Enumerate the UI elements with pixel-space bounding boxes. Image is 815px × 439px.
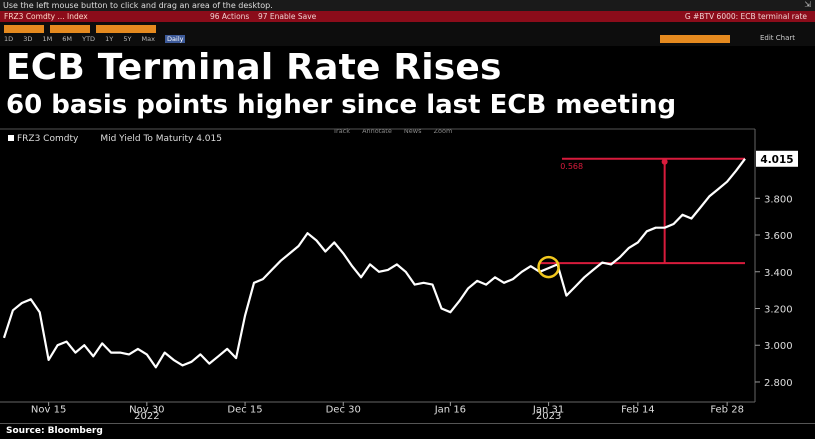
y-tick-label: 2.800 [764,378,793,389]
range-button[interactable]: 3D [23,35,33,43]
track-tool[interactable]: Track [333,127,351,135]
actions-menu[interactable]: 96 Actions [210,12,250,21]
security-field[interactable]: FRZ3 Comdty ... Index [4,12,88,21]
annotation-label: 0.568 [560,162,583,171]
enable-save-button[interactable]: 97 Enable Save [258,12,317,21]
annotation-dot [661,158,668,165]
range-button[interactable]: YTD [82,35,96,43]
x-tick-label: Feb 14 [621,404,655,415]
x-tick-label: Jan 31 [532,404,564,415]
x-tick-label: Dec 15 [227,404,262,415]
footer: Source: Bloomberg [0,423,815,439]
y-tick-label: 3.000 [764,341,793,352]
highlight-circle [537,255,560,279]
edit-chart-button[interactable]: Edit Chart [760,34,796,42]
x-tick-label: Nov 30 [129,404,164,415]
range-button[interactable]: 1Y [105,35,114,43]
command-bar: FRZ3 Comdty ... Index 96 Actions 97 Enab… [0,11,815,22]
x-tick-label: Dec 30 [326,404,361,415]
y-tick-label: 3.200 [764,304,793,315]
chart-toolbar: 1D 3D 1M 6M YTD 1Y 5Y Max Daily Edit Cha… [0,22,815,46]
status-hint-text: Use the left mouse button to click and d… [3,1,273,10]
y-tick-label: 3.800 [764,194,793,205]
range-buttons: 1D 3D 1M 6M YTD 1Y 5Y Max Daily [4,35,193,43]
series-line [2,158,746,369]
function-title: G #BTV 6000: ECB terminal rate [684,12,807,21]
y-tick-label: 3.400 [764,268,793,279]
range-button[interactable]: 5Y [123,35,132,43]
chart-legend: FRZ3 Comdty Mid Yield To Maturity 4.015 [8,134,222,144]
x-tick-label: Jan 16 [434,404,466,415]
chart-tools: Track Annotate News Zoom [333,127,462,135]
x-tick-label: Feb 28 [710,404,744,415]
range-button[interactable]: 1M [42,35,53,43]
source-note: Source: Bloomberg [6,426,103,436]
range-button[interactable]: Max [141,35,155,43]
start-date-field[interactable] [4,25,44,33]
annotate-tool[interactable]: Annotate [362,127,392,135]
legend-ticker: FRZ3 Comdty [17,134,79,144]
year-label: 2023 [536,411,561,422]
legend-swatch [8,135,14,141]
y-tick-label: 3.600 [764,231,793,242]
range-button[interactable]: 1D [4,35,14,43]
frequency-select[interactable]: Daily [165,35,186,43]
news-tool[interactable]: News [403,127,422,135]
last-value-box [756,150,798,167]
status-hint-bar: Use the left mouse button to click and d… [0,0,815,11]
last-value-label: 4.015 [760,154,793,166]
end-date-field[interactable] [50,25,90,33]
x-tick-label: Nov 15 [31,404,66,415]
subheadline: 60 basis points higher since last ECB me… [6,90,677,120]
legend-series-label: Mid Yield To Maturity 4.015 [100,134,222,144]
right-orange-field[interactable] [660,35,730,43]
zoom-tool[interactable]: Zoom [433,127,453,135]
headline: ECB Terminal Rate Rises [6,47,502,88]
year-label: 2022 [134,411,159,422]
period-select[interactable] [96,25,156,33]
resize-icon[interactable]: ⇲ [804,0,811,9]
range-button[interactable]: 6M [62,35,73,43]
